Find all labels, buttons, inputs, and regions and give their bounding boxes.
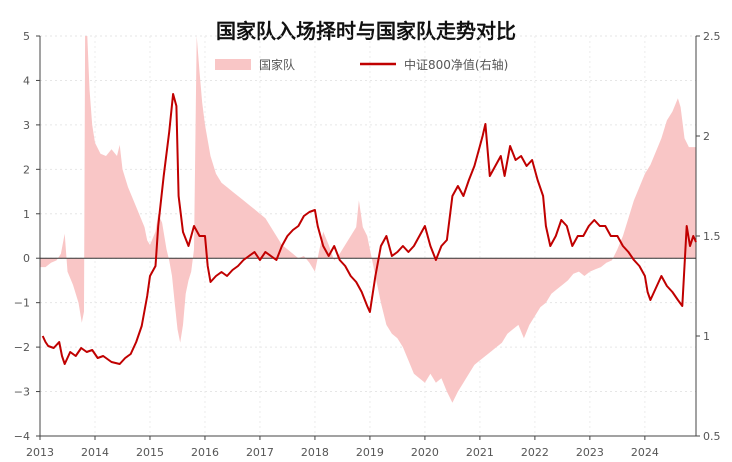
tick-label-x: 2024 (631, 446, 659, 459)
tick-label-left: 5 (23, 30, 30, 43)
tick-label-x: 2019 (356, 446, 384, 459)
tick-label-right: 2.5 (703, 30, 721, 43)
line-series (41, 93, 697, 365)
tick-label-left: 1 (23, 208, 30, 221)
tick-label-left: −2 (14, 341, 30, 354)
tick-label-right: 2 (703, 130, 710, 143)
tick-label-left: 3 (23, 119, 30, 132)
tick-label-x: 2016 (191, 446, 219, 459)
tick-label-right: 1 (703, 330, 710, 343)
tick-label-left: 0 (23, 252, 30, 265)
legend-swatch-area (215, 59, 251, 70)
tick-label-x: 2023 (576, 446, 604, 459)
tick-label-x: 2015 (136, 446, 164, 459)
tick-label-right: 0.5 (703, 430, 721, 443)
tick-label-x: 2014 (81, 446, 109, 459)
tick-label-x: 2017 (246, 446, 274, 459)
tick-label-x: 2018 (301, 446, 329, 459)
tick-label-left: 4 (23, 74, 30, 87)
tick-label-left: −3 (14, 386, 30, 399)
tick-label-x: 2013 (26, 446, 54, 459)
line-csi800 (41, 93, 697, 365)
legend-label-line: 中证800净值(右轴) (404, 57, 508, 72)
legend: 国家队 中证800净值(右轴) (215, 57, 508, 72)
legend-label-area: 国家队 (259, 57, 295, 72)
tick-labels: 5 4 3 2 1 0 −1 −2 −3 −4 2.5 2 1.5 1 0.5 2013 2014 2015 201… (14, 30, 721, 459)
chart-title: 国家队入场择时与国家队走势对比 (216, 19, 516, 43)
tick-label-x: 2021 (466, 446, 494, 459)
area-series (40, 36, 696, 403)
tick-label-right: 1.5 (703, 230, 721, 243)
tick-label-left: −1 (14, 297, 30, 310)
tick-label-left: 2 (23, 163, 30, 176)
tick-label-x: 2022 (521, 446, 549, 459)
area-guojiadui (40, 36, 696, 403)
tick-label-left: −4 (14, 430, 30, 443)
tick-label-x: 2020 (411, 446, 439, 459)
